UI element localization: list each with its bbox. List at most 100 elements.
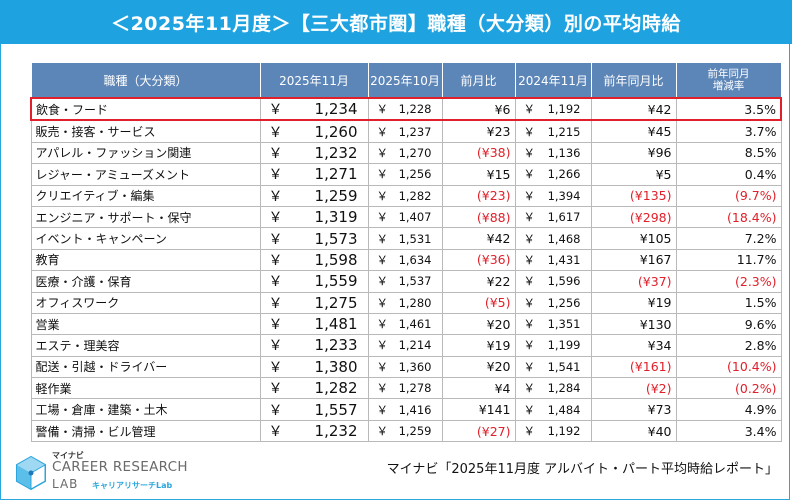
nov2024-cell-value: 1,192 — [547, 102, 581, 117]
yoy-cell: (¥37) — [590, 270, 677, 293]
oct2025-cell: ￥ 1,407 — [367, 205, 443, 229]
col-header-mom: 前月比 — [441, 62, 516, 99]
yen-sign: ￥ — [376, 231, 389, 246]
nov2025-cell-value: 1,233 — [314, 336, 358, 355]
mom-cell: (¥27) — [441, 419, 516, 443]
yoy-cell: ¥105 — [590, 227, 677, 250]
table-row: 営業 ￥ 1,481 ￥ 1,461 ¥20 ￥ 1,351 ¥130 9.6% — [30, 312, 782, 336]
nov2024-cell: ￥ 1,192 — [514, 419, 592, 443]
mom-cell: ¥23 — [441, 119, 516, 143]
yoy-rate-cell: 3.4% — [675, 419, 782, 443]
nov2025-cell: ￥ 1,275 — [259, 291, 369, 314]
oct2025-cell-value: 1,214 — [398, 338, 432, 353]
oct2025-cell: ￥ 1,634 — [367, 248, 443, 272]
yen-sign: ￥ — [268, 424, 283, 441]
yen-sign: ￥ — [523, 124, 536, 139]
yen-sign: ￥ — [268, 145, 283, 162]
oct2025-cell: ￥ 1,278 — [367, 377, 443, 400]
table-row: エステ・理美容 ￥ 1,233 ￥ 1,214 ¥19 ￥ 1,199 ¥34 2.8% — [30, 334, 782, 357]
oct2025-cell-value: 1,360 — [398, 359, 432, 374]
mom-cell: ¥20 — [441, 355, 516, 379]
nov2024-cell: ￥ 1,617 — [514, 205, 592, 229]
yoy-rate-cell: 8.5% — [675, 141, 782, 165]
nov2025-cell: ￥ 1,282 — [259, 377, 369, 400]
oct2025-cell: ￥ 1,416 — [367, 398, 443, 421]
nov2024-cell: ￥ 1,431 — [514, 248, 592, 272]
oct2025-cell: ￥ 1,531 — [367, 227, 443, 250]
mom-cell: (¥38) — [441, 141, 516, 165]
category-cell: アパレル・ファッション関連 — [30, 141, 261, 165]
oct2025-cell: ￥ 1,270 — [367, 141, 443, 165]
yoy-rate-cell: 11.7% — [675, 248, 782, 272]
nov2025-cell-value: 1,259 — [314, 186, 358, 205]
yoy-cell: ¥5 — [590, 163, 677, 186]
yen-sign: ￥ — [376, 102, 389, 117]
category-cell: オフィスワーク — [30, 291, 261, 314]
yoy-rate-cell: 2.8% — [675, 334, 782, 357]
yoy-cell: ¥34 — [590, 334, 677, 357]
mom-cell: (¥5) — [441, 291, 516, 314]
nov2024-cell-value: 1,541 — [547, 359, 581, 374]
yen-sign: ￥ — [523, 381, 536, 396]
mom-cell: ¥19 — [441, 334, 516, 357]
yoy-rate-cell: 9.6% — [675, 312, 782, 336]
yen-sign: ￥ — [268, 317, 283, 334]
table-row: レジャー・アミューズメント ￥ 1,271 ￥ 1,256 ¥15 ￥ 1,266 ¥5 0.4% — [30, 163, 782, 186]
nov2024-cell-value: 1,617 — [547, 210, 581, 225]
mom-cell: ¥22 — [441, 270, 516, 293]
table-row: クリエイティブ・編集 ￥ 1,259 ￥ 1,282 (¥23) ￥ 1,394 (¥135)(… — [30, 184, 782, 207]
category-cell: 飲食・フード — [30, 96, 261, 122]
yoy-rate-cell: (2.3%) — [675, 270, 782, 293]
nov2025-cell-value: 1,260 — [314, 122, 358, 141]
nov2025-cell: ￥ 1,557 — [259, 398, 369, 421]
yen-sign: ￥ — [376, 274, 389, 289]
yoy-rate-cell: 1.5% — [675, 291, 782, 314]
yen-sign: ￥ — [376, 124, 389, 139]
oct2025-cell-value: 1,270 — [398, 145, 432, 160]
oct2025-cell-value: 1,228 — [398, 102, 432, 117]
yen-sign: ￥ — [268, 188, 283, 205]
yen-sign: ￥ — [268, 102, 283, 119]
col-header-nov2025: 2025年11月 — [259, 62, 369, 99]
nov2025-cell-value: 1,232 — [314, 143, 358, 162]
col-header-category: 職種（大分類） — [30, 62, 261, 99]
mom-cell: ¥42 — [441, 227, 516, 250]
nov2025-cell: ￥ 1,232 — [259, 141, 369, 165]
nov2025-cell-value: 1,481 — [314, 315, 358, 334]
yen-sign: ￥ — [268, 274, 283, 291]
nov2025-cell: ￥ 1,481 — [259, 312, 369, 336]
yen-sign: ￥ — [523, 338, 536, 353]
yoy-cell: ¥73 — [590, 398, 677, 421]
yen-sign: ￥ — [376, 424, 389, 439]
nov2025-cell-value: 1,557 — [314, 400, 358, 419]
yoy-cell: ¥96 — [590, 141, 677, 165]
yoy-rate-cell: (9.7%) — [675, 184, 782, 207]
nov2025-cell-value: 1,271 — [314, 165, 358, 184]
mom-cell: ¥15 — [441, 163, 516, 186]
oct2025-cell: ￥ 1,537 — [367, 270, 443, 293]
yen-sign: ￥ — [376, 252, 389, 267]
logo-mynavi-text: マイナビ — [52, 451, 84, 460]
yoy-cell: ¥42 — [590, 96, 677, 122]
mom-cell: ¥20 — [441, 312, 516, 336]
yen-sign: ￥ — [376, 295, 389, 310]
yen-sign: ￥ — [376, 381, 389, 396]
yoy-cell: (¥2) — [590, 377, 677, 400]
oct2025-cell-value: 1,278 — [398, 381, 432, 396]
col-header-nov2024: 2024年11月 — [514, 62, 592, 99]
oct2025-cell-value: 1,256 — [398, 167, 432, 182]
nov2024-cell-value: 1,431 — [547, 252, 581, 267]
yoy-cell: ¥45 — [590, 119, 677, 143]
nov2025-cell-value: 1,559 — [314, 272, 358, 291]
yoy-cell: ¥19 — [590, 291, 677, 314]
category-cell: クリエイティブ・編集 — [30, 184, 261, 207]
yen-sign: ￥ — [523, 274, 536, 289]
nov2024-cell-value: 1,215 — [547, 124, 581, 139]
oct2025-cell-value: 1,537 — [398, 274, 432, 289]
table-row: 配送・引越・ドライバー ￥ 1,380 ￥ 1,360 ¥20 ￥ 1,541 (¥161) (1… — [30, 355, 782, 379]
nov2024-cell-value: 1,284 — [547, 381, 581, 396]
yen-sign: ￥ — [268, 210, 283, 227]
category-cell: 教育 — [30, 248, 261, 272]
yen-sign: ￥ — [523, 210, 536, 225]
yen-sign: ￥ — [376, 359, 389, 374]
